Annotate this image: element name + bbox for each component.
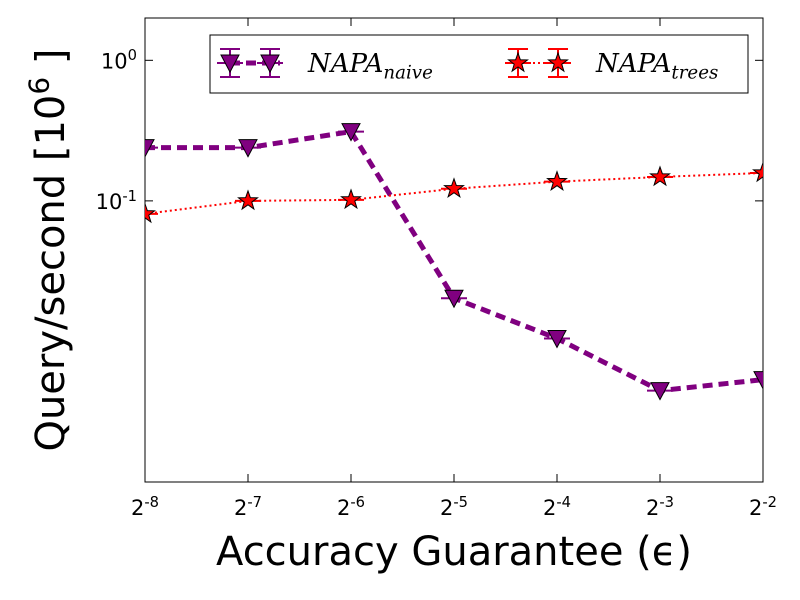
marker bbox=[340, 188, 362, 210]
x-tick-label: 2-5​ bbox=[440, 494, 468, 520]
marker bbox=[547, 329, 567, 349]
marker bbox=[753, 371, 763, 390]
x-tick-label: 2-4​ bbox=[543, 494, 571, 520]
marker bbox=[260, 54, 280, 74]
marker bbox=[507, 51, 529, 73]
marker bbox=[547, 51, 569, 73]
y-tick-label: 100​ bbox=[101, 47, 137, 73]
marker bbox=[238, 139, 258, 158]
x-axis-label: Accuracy Guarantee (ϵ) bbox=[216, 529, 692, 575]
y-tick-label: 10-1​ bbox=[96, 188, 137, 214]
marker bbox=[650, 382, 670, 401]
marker bbox=[546, 170, 568, 191]
x-tick-label: 2-3​ bbox=[646, 494, 674, 520]
x-tick-label: 2-2​ bbox=[749, 494, 777, 520]
marker bbox=[444, 289, 464, 309]
marker bbox=[237, 189, 259, 211]
legend: NAPAnaive​ NAPAtrees​ bbox=[209, 34, 749, 94]
x-tick-label: 2-8​ bbox=[131, 494, 159, 520]
marker bbox=[649, 165, 671, 187]
plot-content bbox=[145, 123, 763, 401]
legend-label: NAPAnaive​ bbox=[307, 49, 433, 83]
x-tick-label: 2-7​ bbox=[234, 494, 262, 520]
x-tick-label: 2-6​ bbox=[337, 494, 365, 520]
y-axis-label: Query/second [106​ ] bbox=[23, 48, 75, 451]
marker bbox=[341, 123, 361, 142]
marker bbox=[752, 161, 763, 183]
marker bbox=[145, 202, 156, 224]
marker bbox=[145, 139, 155, 158]
legend-label: NAPAtrees​ bbox=[595, 49, 718, 83]
legend-box bbox=[209, 34, 749, 94]
marker bbox=[220, 54, 240, 74]
marker bbox=[443, 177, 465, 199]
